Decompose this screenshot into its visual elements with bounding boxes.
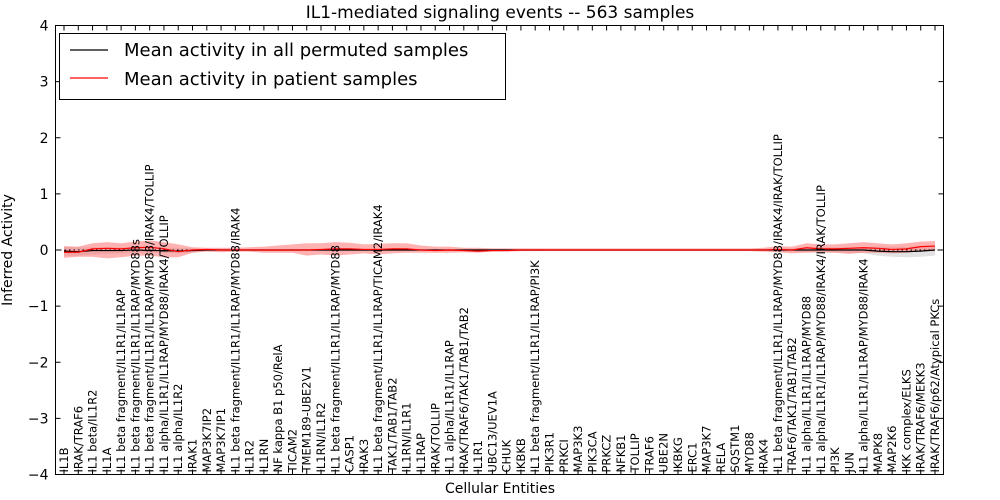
x-tick-label: IL1RN bbox=[257, 439, 271, 473]
x-tick-label: PIK3R1 bbox=[542, 432, 556, 473]
x-tick-label: IRAK/TRAF6/p62/Atypical PKCs bbox=[928, 299, 942, 473]
x-tick-label: TRAF6/TAK1/TAB1/TAB2 bbox=[785, 337, 799, 473]
x-tick-label: IL1R1 bbox=[471, 440, 485, 472]
y-tick-label: −1 bbox=[28, 299, 49, 315]
x-tick-label: TICAM2 bbox=[285, 429, 299, 474]
x-tick-label: MAP3K7IP1 bbox=[214, 408, 228, 473]
x-tick-label: UBE2N bbox=[657, 433, 671, 473]
x-tick-label: IL1 beta fragment/IL1R1/IL1RAP/MYD88/IRA… bbox=[228, 208, 242, 473]
x-tick-label: IL1 beta fragment/IL1R1/IL1RAP/MYD88 bbox=[328, 245, 342, 472]
x-tick-label: IL1 beta fragment/IL1R1/IL1RAP/MYD88/IRA… bbox=[771, 134, 785, 472]
x-tick-label: IRAK3 bbox=[357, 439, 371, 473]
x-tick-label: CASP1 bbox=[343, 435, 357, 472]
x-tick-label: IL1B bbox=[57, 447, 71, 472]
legend: Mean activity in all permuted samples Me… bbox=[59, 33, 506, 100]
x-tick-label: MAP3K7 bbox=[700, 426, 714, 473]
x-tick-label: PI3K bbox=[828, 447, 842, 473]
y-axis-label: Inferred Activity bbox=[0, 194, 16, 306]
x-tick-label: IL1A bbox=[100, 447, 114, 472]
x-tick-label: NF kappa B1 p50/RelA bbox=[271, 344, 285, 472]
legend-label-permuted: Mean activity in all permuted samples bbox=[124, 40, 468, 61]
x-tick-label: IL1RN/IL1R1 bbox=[400, 402, 414, 472]
x-tick-label: IL1 alpha/IL1R1/IL1RAP/MYD88/IRAK4/IRAK/… bbox=[814, 185, 828, 472]
x-tick-label: PRKCZ bbox=[600, 435, 614, 473]
x-tick-label: IL1 beta/IL1R2 bbox=[86, 390, 100, 473]
x-tick-label: IL1 beta fragment/IL1R1/IL1RAP/MYD88/IRA… bbox=[143, 164, 157, 472]
x-tick-label: SQSTM1 bbox=[728, 425, 742, 473]
x-tick-label: IL1RN/IL1R2 bbox=[314, 402, 328, 472]
x-tick-label: IL1 beta fragment/IL1R1/IL1RAP bbox=[114, 289, 128, 472]
x-tick-label: IKBKG bbox=[671, 437, 685, 472]
x-tick-label: IRAK/TRAF6/MEKK3 bbox=[914, 362, 928, 472]
x-tick-label: TOLLIP bbox=[628, 433, 642, 473]
x-tick-label: IL1 beta fragment/IL1R1/IL1RAP/MYD88s bbox=[128, 239, 142, 472]
x-tick-label: IL1 alpha/IL1R2 bbox=[171, 384, 185, 473]
x-tick-label: IRAK/TOLLIP bbox=[428, 403, 442, 472]
x-tick-label: RELA bbox=[714, 443, 728, 473]
x-tick-label: IL1 alpha/IL1R1/IL1RAP/MYD88/IRAK4/TOLLI… bbox=[157, 215, 171, 472]
x-tick-label: IL1 alpha/IL1R1/IL1RAP bbox=[443, 340, 457, 472]
x-tick-label: PIK3CA bbox=[585, 431, 599, 472]
x-tick-label: JUN bbox=[842, 452, 856, 473]
x-tick-label: MAP3K3 bbox=[571, 426, 585, 473]
x-tick-label: MAPK8 bbox=[871, 433, 885, 473]
chart-title: IL1-mediated signaling events -- 563 sam… bbox=[306, 3, 695, 23]
x-tick-label: IRAK/TRAF6/TAK1/TAB1/TAB2 bbox=[457, 307, 471, 472]
y-tick-label: 2 bbox=[40, 131, 49, 147]
x-tick-label: NFKB1 bbox=[614, 435, 628, 473]
x-tick-label: CHUK bbox=[500, 439, 514, 472]
x-axis-label: Cellular Entities bbox=[445, 481, 555, 497]
y-tick-label: 1 bbox=[40, 187, 49, 203]
x-tick-label: IRAK/TRAF6 bbox=[71, 406, 85, 473]
x-tick-label: MAP2K6 bbox=[885, 426, 899, 473]
x-tick-label: IL1 beta fragment/IL1R1/IL1RAP/PI3K bbox=[528, 260, 542, 473]
legend-box bbox=[59, 33, 506, 100]
y-tick-label: 3 bbox=[40, 75, 49, 91]
x-tick-label: IL1RAP bbox=[414, 433, 428, 473]
x-tick-label: IL1 alpha/IL1R1/IL1RAP/MYD88/IRAK4 bbox=[857, 258, 871, 472]
y-tick-label: 4 bbox=[40, 19, 49, 35]
x-tick-label: IKK complex/ELKS bbox=[899, 369, 913, 472]
y-tick-label: −2 bbox=[28, 355, 49, 371]
y-tick-label: −4 bbox=[28, 468, 49, 484]
x-tick-label: MYD88 bbox=[742, 432, 756, 472]
x-tick-label: IL1 beta fragment/IL1R1/IL1RAP/TICAM2/IR… bbox=[371, 204, 385, 472]
x-tick-label: TAK1/TAB1/TAB2 bbox=[385, 377, 399, 473]
y-tick-label: −3 bbox=[28, 411, 49, 427]
x-tick-label: TRAF6 bbox=[642, 436, 656, 473]
x-tick-label: TMEM189-UBE2V1 bbox=[300, 366, 314, 473]
legend-label-patient: Mean activity in patient samples bbox=[124, 69, 418, 90]
x-tick-label: PRKCI bbox=[557, 439, 571, 472]
x-tick-label: IL1R2 bbox=[243, 440, 257, 472]
y-tick-label: 0 bbox=[40, 243, 49, 259]
x-tick-label: MAP3K7IP2 bbox=[200, 408, 214, 473]
x-tick-label: IKBKB bbox=[514, 438, 528, 472]
x-tick-label: UBC13/UEV1A bbox=[485, 391, 499, 473]
x-tick-label: IRAK1 bbox=[186, 439, 200, 473]
x-tick-label: ERC1 bbox=[685, 442, 699, 472]
x-tick-label: IRAK4 bbox=[757, 439, 771, 473]
x-tick-label: IL1 alpha/IL1R1/IL1RAP/MYD88 bbox=[799, 296, 813, 473]
line-patient bbox=[64, 245, 936, 253]
